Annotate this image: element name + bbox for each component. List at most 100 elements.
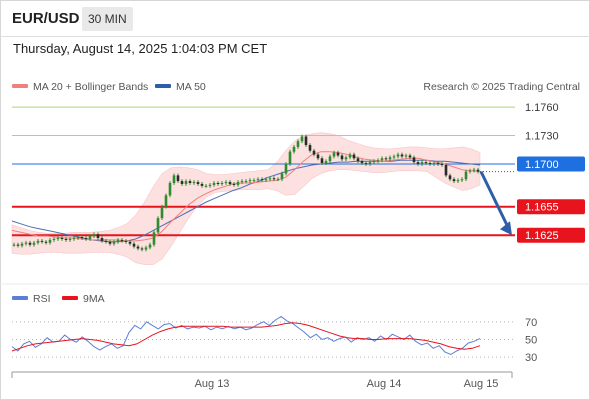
level-label-1.1730: 1.1730 <box>525 131 559 143</box>
forecast-arrow-head <box>500 221 512 236</box>
rsi-tick-70: 70 <box>525 317 537 329</box>
candle-body <box>212 183 216 185</box>
candle-body <box>104 240 108 242</box>
interval-button[interactable]: 30 MIN <box>82 7 133 31</box>
candle-body <box>460 179 464 181</box>
candle-body <box>276 179 280 181</box>
candle-body <box>160 206 164 219</box>
candle-body <box>152 232 156 245</box>
candle-body <box>132 243 136 247</box>
candle-body <box>128 241 132 244</box>
candle-body <box>140 248 144 250</box>
candle-body <box>12 244 16 246</box>
candle-body <box>36 240 40 243</box>
level-tag-1.1700 <box>517 156 585 172</box>
candle-body <box>228 182 232 184</box>
ma50-legend-swatch <box>155 84 171 88</box>
candle-body <box>48 239 52 243</box>
x-axis: Aug 13 Aug 14 Aug 15 <box>11 371 513 390</box>
price-series <box>12 134 515 252</box>
candle-body <box>464 171 468 180</box>
candle-body <box>248 180 252 182</box>
ma9-line <box>11 322 481 352</box>
candle-body <box>424 162 428 164</box>
level-label-1.1700: 1.1700 <box>525 159 559 171</box>
credit-text: Research © 2025 Trading Central <box>423 81 580 93</box>
candle-body <box>76 237 80 239</box>
candle-body <box>232 183 236 185</box>
bollinger-band-area <box>11 132 481 265</box>
x-tick-label: Aug 14 <box>367 378 402 390</box>
candle-body <box>88 236 92 239</box>
candle-body <box>68 238 72 240</box>
candle-body <box>404 155 408 157</box>
candle-body <box>452 179 456 182</box>
candle-body <box>164 195 168 207</box>
candle-body <box>172 175 176 183</box>
candle-body <box>340 155 344 160</box>
candle-body <box>336 152 340 156</box>
candle-body <box>364 163 368 165</box>
candle-body <box>180 181 184 184</box>
candle-body <box>24 242 28 244</box>
level-tag-1.1655 <box>517 199 585 215</box>
candle-body <box>60 238 64 240</box>
candle-body <box>288 151 292 165</box>
candle-body <box>412 157 416 163</box>
candle-body <box>312 150 316 155</box>
level-label-1.1655: 1.1655 <box>525 202 559 214</box>
candle-body <box>272 178 276 180</box>
candle-body <box>108 241 112 244</box>
candle-body <box>92 234 96 237</box>
candle-body <box>372 161 376 163</box>
x-tick-label: Aug 13 <box>195 378 230 390</box>
candle-body <box>376 160 380 162</box>
candle-body <box>380 158 384 161</box>
candle-body <box>396 154 400 157</box>
candle-body <box>280 173 284 180</box>
candle-body <box>324 161 328 164</box>
candle-body <box>388 157 392 160</box>
candle-body <box>72 238 76 240</box>
candle-body <box>408 155 412 158</box>
candle-body <box>252 180 256 182</box>
candle-body <box>196 182 200 184</box>
candle-body <box>360 161 364 164</box>
candle-body <box>168 183 172 196</box>
candle-body <box>204 185 208 187</box>
candle-body <box>284 164 288 174</box>
candle-body <box>264 179 268 181</box>
ma9-legend-swatch <box>62 296 78 300</box>
candle-body <box>236 182 240 185</box>
candle-body <box>268 178 272 180</box>
candle-body <box>208 184 212 186</box>
candle-body <box>344 157 348 160</box>
candle-body <box>96 234 100 239</box>
candle-body <box>448 175 452 180</box>
candle-body <box>328 156 332 162</box>
forecast-arrow-shaft <box>479 170 511 230</box>
rsi-panel: 70 50 30 <box>11 315 537 364</box>
chart-header: EUR/USD 30 MIN <box>0 0 590 37</box>
candle-body <box>120 239 124 241</box>
candle-body <box>52 238 56 240</box>
candle-body <box>188 181 192 183</box>
level-labels: 1.1760 1.1730 1.1700 1.1655 1.1625 <box>517 102 585 243</box>
candle-body <box>420 162 424 165</box>
candle-body <box>468 170 472 172</box>
candle-body <box>56 238 60 240</box>
candle-body <box>16 244 20 246</box>
candle-body <box>292 146 296 152</box>
rsi-tick-50: 50 <box>525 335 537 347</box>
candle-body <box>28 242 32 245</box>
ma9-legend-label: 9MA <box>83 293 105 305</box>
candle-body <box>368 162 372 165</box>
candle-body <box>44 241 48 243</box>
candle-body <box>400 154 404 157</box>
candle-body <box>316 154 320 159</box>
candle-body <box>352 154 356 159</box>
symbol-label: EUR/USD <box>12 10 80 27</box>
candle-body <box>116 239 120 242</box>
forecast-arrow <box>479 170 512 236</box>
